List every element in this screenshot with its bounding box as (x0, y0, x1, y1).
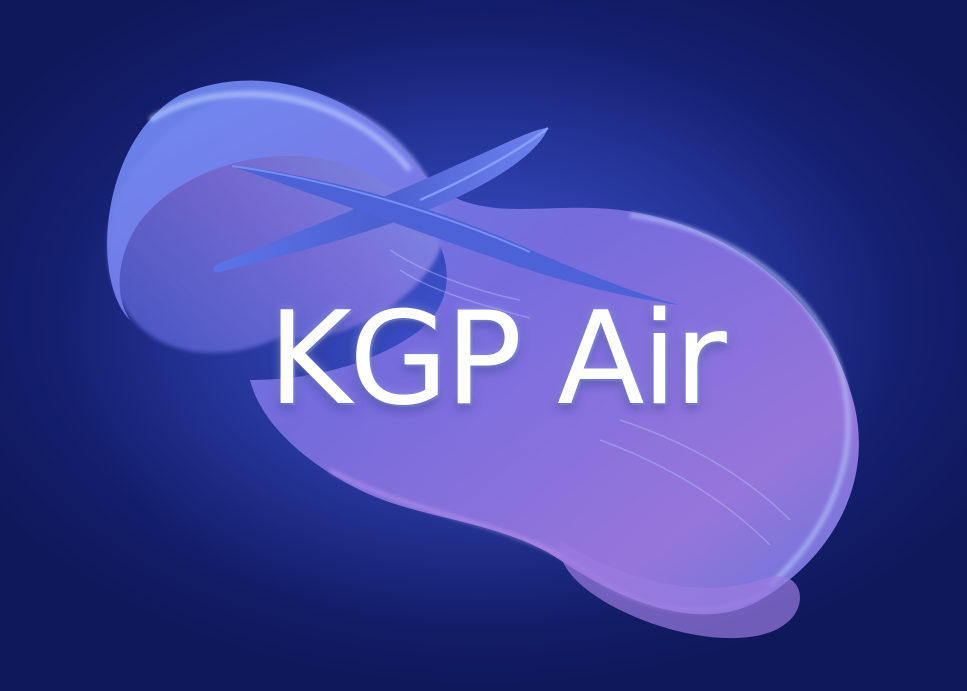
airplane-fuselage-edge (231, 165, 531, 253)
ribbon-streaks (389, 249, 791, 546)
ribbon-tail (559, 540, 800, 639)
ribbon-main (107, 80, 859, 615)
ribbon-highlight-right (629, 212, 851, 587)
airplane-icon (213, 127, 680, 305)
airplane-fuselage (228, 165, 680, 305)
brand-name: KGP Air (268, 285, 727, 434)
ribbon-highlight-top (148, 91, 413, 172)
airplane-wing-edge (419, 127, 549, 202)
